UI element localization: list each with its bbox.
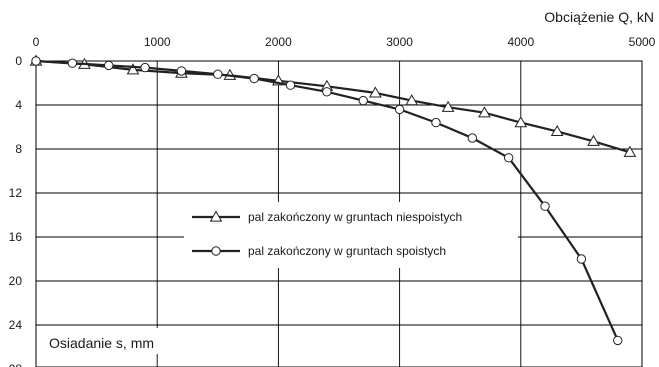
x-tick-label: 4000	[507, 35, 534, 49]
data-point-circle	[285, 80, 296, 90]
y-tick-labels: 0 4 8 12 16 20 24 28	[9, 54, 23, 367]
data-point-triangle	[587, 134, 600, 146]
data-point-circle	[394, 104, 405, 115]
y-tick-label: 20	[9, 274, 23, 288]
data-point-circle	[358, 95, 368, 106]
series-non-cohesive	[29, 54, 637, 157]
data-point-circle	[540, 201, 550, 211]
plot-frame	[35, 60, 643, 367]
legend-label: pal zakończony w gruntach spoistych	[248, 244, 446, 258]
data-point-circle	[467, 133, 478, 143]
data-point-circle	[576, 254, 587, 264]
data-point-triangle	[623, 145, 637, 157]
data-point-circle	[213, 69, 223, 79]
data-point-triangle	[368, 86, 382, 98]
data-point-circle	[31, 56, 41, 66]
legend-marker-circle	[211, 246, 221, 256]
legend: pal zakończony w gruntach niespoistych pa…	[184, 202, 518, 268]
x-tick-label: 0	[33, 35, 40, 49]
data-point-circle	[249, 73, 259, 84]
data-point-circle	[503, 153, 514, 163]
series-line	[35, 59, 619, 341]
legend-background	[184, 202, 518, 268]
legend-marker-triangle	[209, 210, 223, 222]
legend-item: pal zakończony w gruntach niespoistych	[192, 210, 462, 224]
y-tick-label: 12	[9, 186, 23, 200]
x-tick-label: 3000	[386, 35, 413, 49]
data-point-circle	[322, 87, 332, 97]
x-tick-label: 2000	[265, 35, 292, 49]
data-point-circle	[104, 60, 114, 71]
data-point-triangle	[441, 100, 455, 112]
series-line	[35, 59, 631, 154]
legend-items: pal zakończony w gruntach niespoistych pa…	[192, 210, 462, 258]
data-point-triangle	[478, 106, 491, 118]
data-point-triangle	[514, 116, 528, 128]
legend-item: pal zakończony w gruntach spoistych	[192, 244, 446, 258]
x-axis-title: Obciążenie Q, kN	[544, 9, 654, 25]
legend-label: pal zakończony w gruntach niespoistych	[248, 210, 462, 224]
data-point-circle	[67, 58, 78, 68]
y-tick-label: 8	[15, 142, 22, 156]
y-axis-title-background	[44, 328, 194, 354]
data-point-triangle	[126, 63, 140, 75]
y-tick-label: 28	[9, 362, 23, 367]
data-point-circle	[613, 335, 623, 346]
y-tick-label: 24	[9, 318, 23, 332]
x-tick-labels: 0 1000 2000 3000 4000 5000	[33, 35, 656, 49]
data-point-triangle	[405, 94, 419, 106]
series-cohesive	[31, 56, 623, 346]
x-tick-label: 5000	[629, 35, 656, 49]
data-point-triangle	[550, 124, 564, 137]
series-layer	[29, 54, 637, 346]
y-tick-label: 0	[15, 54, 22, 68]
y-axis-title: Osiadanie s, mm	[49, 335, 154, 351]
data-point-circle	[431, 117, 441, 128]
y-tick-label: 16	[9, 230, 23, 244]
data-point-circle	[140, 62, 150, 73]
x-tick-label: 1000	[144, 35, 171, 49]
data-point-circle	[176, 66, 187, 76]
y-tick-label: 4	[15, 98, 22, 112]
